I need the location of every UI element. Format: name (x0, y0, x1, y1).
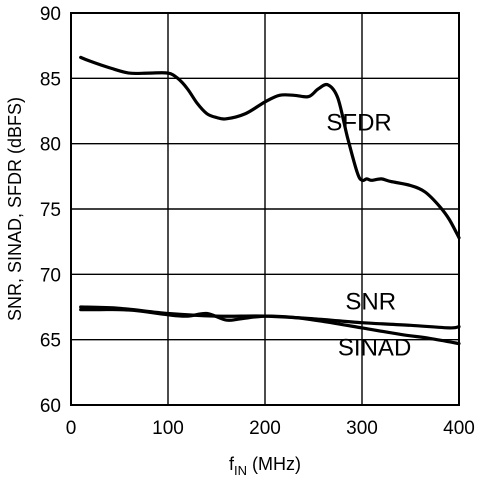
series-label-sfdr: SFDR (326, 110, 391, 137)
y-tick-label: 80 (40, 135, 61, 156)
grid-lines (71, 13, 459, 405)
x-tick-label: 0 (66, 418, 77, 439)
y-tick-label: 90 (40, 4, 61, 25)
x-axis-label-unit: (MHz) (247, 454, 301, 474)
series-labels: SFDR SNR SINAD (326, 110, 411, 362)
x-axis-label-main: f (229, 454, 235, 474)
x-axis-ticks: 0 100 200 300 400 (66, 418, 475, 439)
series-label-sinad: SINAD (338, 334, 411, 361)
series-line-sfdr (79, 55, 461, 240)
x-tick-label: 300 (346, 418, 378, 439)
y-tick-label: 85 (40, 69, 61, 90)
y-axis-ticks: 60 65 70 75 80 85 90 (40, 4, 61, 417)
series-line-sinad (79, 307, 461, 346)
y-tick-label: 70 (40, 265, 61, 286)
series-label-snr: SNR (345, 289, 396, 316)
y-tick-label: 60 (40, 396, 61, 417)
series-layer (79, 55, 461, 346)
y-axis-label: SNR, SINAD, SFDR (dBFS) (5, 97, 25, 321)
x-tick-label: 200 (249, 418, 281, 439)
y-tick-label: 65 (40, 331, 61, 352)
x-axis-label: fIN (MHz) (229, 454, 301, 478)
y-tick-label: 75 (40, 200, 61, 221)
x-axis-label-subscript: IN (234, 463, 247, 478)
plot-area-frame (70, 12, 460, 406)
x-tick-label: 100 (152, 418, 184, 439)
x-tick-label: 400 (443, 418, 475, 439)
